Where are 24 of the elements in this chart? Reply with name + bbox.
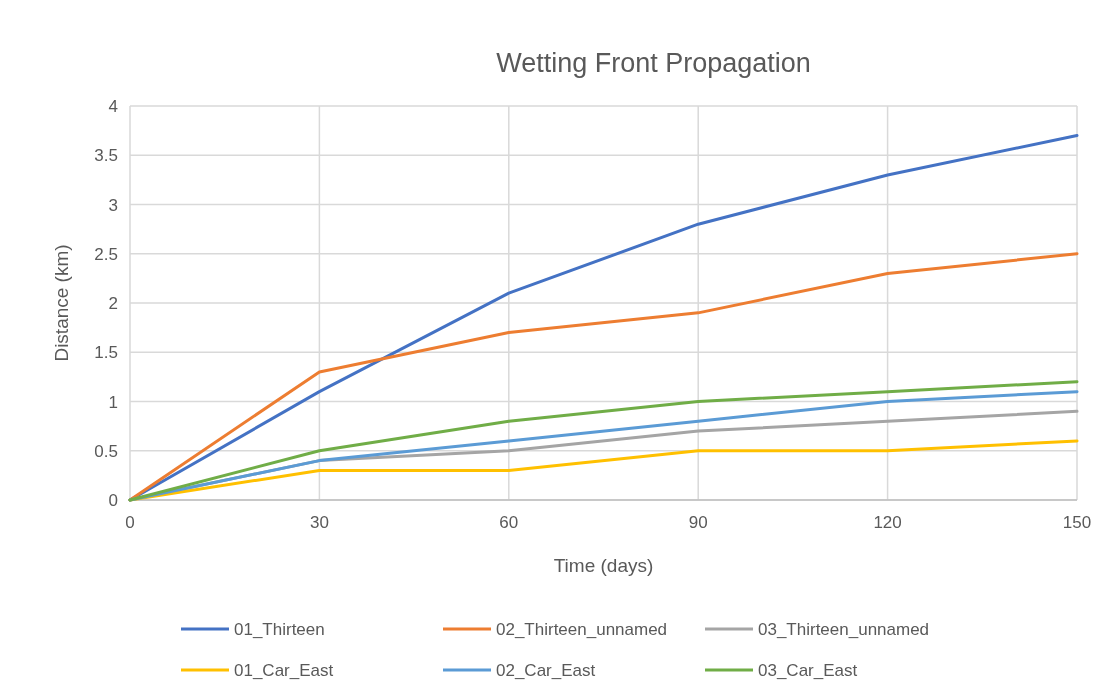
y-tick-label: 1 — [108, 392, 118, 412]
y-tick-label: 4 — [108, 97, 118, 116]
x-tick-label: 90 — [688, 513, 708, 532]
legend-label: 03_Car_East — [758, 661, 858, 680]
legend-label: 01_Car_East — [234, 661, 334, 680]
y-tick-label: 3 — [108, 195, 118, 215]
x-tick-label: 0 — [125, 513, 135, 532]
chart-title: Wetting Front Propagation — [496, 48, 811, 78]
y-tick-label: 3.5 — [94, 146, 118, 166]
legend-label: 01_Thirteen — [234, 620, 325, 639]
x-tick-label: 30 — [309, 513, 329, 532]
x-tick-label: 60 — [499, 513, 519, 532]
y-axis-title: Distance (km) — [51, 244, 72, 362]
y-tick-label: 0.5 — [94, 441, 118, 461]
y-tick-label: 2.5 — [94, 244, 118, 264]
legend-label: 02_Thirteen_unnamed — [496, 620, 668, 639]
x-axis-title: Time (days) — [553, 555, 654, 576]
y-tick-label: 0 — [108, 491, 118, 510]
y-tick-label: 1.5 — [94, 343, 118, 363]
legend-label: 02_Car_East — [496, 661, 596, 680]
y-tick-label: 2 — [108, 294, 118, 313]
legend-label: 03_Thirteen_unnamed — [758, 620, 930, 639]
x-tick-label: 150 — [1062, 513, 1092, 532]
x-tick-label: 120 — [873, 513, 902, 532]
